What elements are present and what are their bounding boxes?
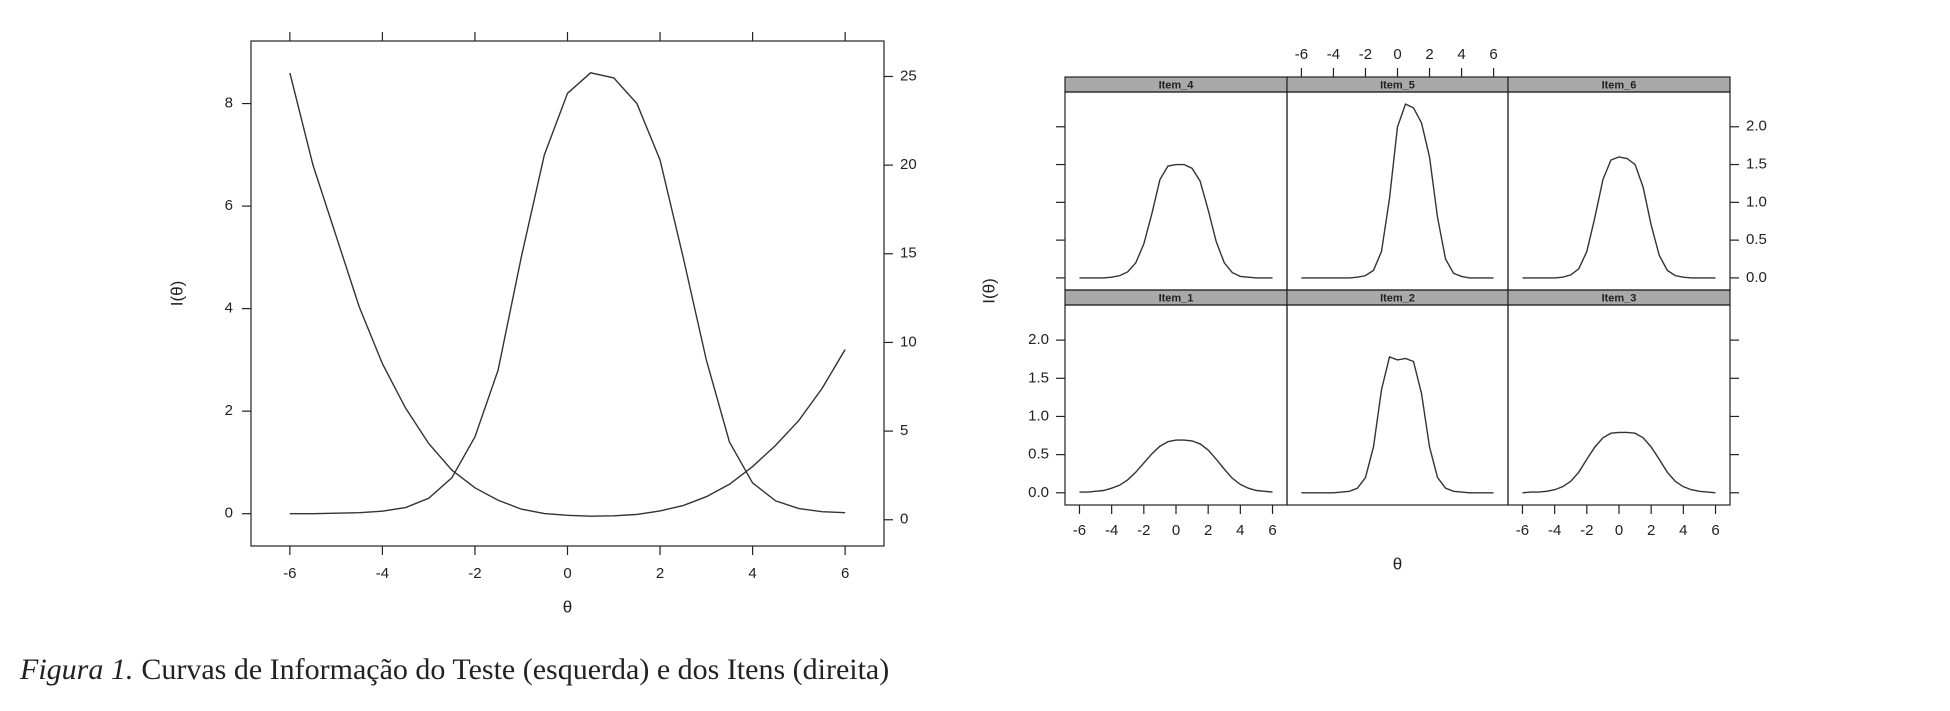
y-tick-label: 2.0 xyxy=(1746,118,1767,135)
x-tick-label: 2 xyxy=(1204,522,1212,539)
x-tick-label: -6 xyxy=(1295,46,1308,63)
y2-tick-label: 20 xyxy=(900,156,917,173)
strip-label: Item_6 xyxy=(1602,79,1637,91)
x-tick-label: 2 xyxy=(1647,522,1655,539)
x-tick-label: -4 xyxy=(1105,522,1118,539)
x-tick-label: -4 xyxy=(1548,522,1561,539)
x-tick-label: 4 xyxy=(1457,46,1465,63)
strip-label: Item_4 xyxy=(1159,79,1195,91)
panel-frame xyxy=(1507,304,1731,506)
x-tick-label: -2 xyxy=(1580,522,1593,539)
curve xyxy=(1522,156,1716,279)
x-tick-label: 2 xyxy=(1425,46,1433,63)
curve xyxy=(289,72,846,517)
y-tick-label: 2.0 xyxy=(1028,331,1049,348)
y2-tick-label: 15 xyxy=(900,245,917,262)
curve xyxy=(1301,103,1494,279)
curve xyxy=(1079,163,1273,279)
panel-frame xyxy=(1286,91,1509,291)
x-tick-label: 2 xyxy=(656,565,664,582)
x-tick-label: 4 xyxy=(748,565,756,582)
caption-text: Curvas de Informação do Teste (esquerda)… xyxy=(141,653,889,686)
x-tick-label: -4 xyxy=(376,565,389,582)
y2-tick-label: 0 xyxy=(900,511,908,528)
y2-tick-label: 25 xyxy=(900,67,917,84)
x-tick-label: 6 xyxy=(1711,522,1719,539)
caption: Figura 1. Curvas de Informação do Teste (… xyxy=(19,653,889,686)
x-tick-label: 0 xyxy=(1393,46,1401,63)
x-tick-label: -2 xyxy=(468,565,481,582)
x-tick-label: 4 xyxy=(1679,522,1687,539)
x-tick-label: -6 xyxy=(283,565,296,582)
strip-label: Item_3 xyxy=(1602,292,1637,304)
y-tick-label: 1.0 xyxy=(1746,193,1767,210)
curve xyxy=(1301,355,1494,494)
y-tick-label: 0.0 xyxy=(1746,269,1767,286)
y-axis-title: I(θ) xyxy=(167,281,186,307)
panel-frame xyxy=(1507,91,1731,291)
x-tick-label: 0 xyxy=(563,565,571,582)
strip-label: Item_1 xyxy=(1159,292,1194,304)
y-tick-label: 4 xyxy=(225,300,233,317)
x-tick-label: 0 xyxy=(1615,522,1623,539)
strip-label: Item_2 xyxy=(1380,292,1415,304)
x-tick-label: 6 xyxy=(1489,46,1497,63)
strip-label: Item_5 xyxy=(1380,79,1415,91)
x-tick-label: 6 xyxy=(1268,522,1276,539)
x-tick-label: 0 xyxy=(1172,522,1180,539)
y-tick-label: 0.5 xyxy=(1028,446,1049,463)
y-tick-label: 0 xyxy=(225,505,233,522)
plot-frame xyxy=(250,40,885,547)
y-tick-label: 1.5 xyxy=(1028,369,1049,386)
y2-tick-label: 10 xyxy=(900,333,917,350)
y2-tick-label: 5 xyxy=(900,422,908,439)
panel-frame xyxy=(1064,304,1288,506)
y-tick-label: 6 xyxy=(225,197,233,214)
y-tick-label: 0.5 xyxy=(1746,231,1767,248)
y-tick-label: 2 xyxy=(225,402,233,419)
x-tick-label: -6 xyxy=(1516,522,1529,539)
curve xyxy=(1522,431,1716,494)
y-tick-label: 1.5 xyxy=(1746,156,1767,173)
x-tick-label: -4 xyxy=(1327,46,1340,63)
x-tick-label: 6 xyxy=(841,565,849,582)
curve xyxy=(289,72,846,515)
x-tick-label: 4 xyxy=(1236,522,1244,539)
x-tick-label: -2 xyxy=(1359,46,1372,63)
y-axis-title: I(θ) xyxy=(979,278,998,304)
curve xyxy=(1079,439,1273,493)
x-tick-label: -6 xyxy=(1073,522,1086,539)
caption-label: Figura 1. xyxy=(19,653,133,686)
y-tick-label: 0.0 xyxy=(1028,484,1049,501)
x-axis-title: θ xyxy=(563,597,572,616)
panel-frame xyxy=(1064,91,1288,291)
x-axis-title: θ xyxy=(1393,554,1402,573)
y-tick-label: 8 xyxy=(225,95,233,112)
panel-frame xyxy=(1286,304,1509,506)
x-tick-label: -2 xyxy=(1137,522,1150,539)
y-tick-label: 1.0 xyxy=(1028,407,1049,424)
